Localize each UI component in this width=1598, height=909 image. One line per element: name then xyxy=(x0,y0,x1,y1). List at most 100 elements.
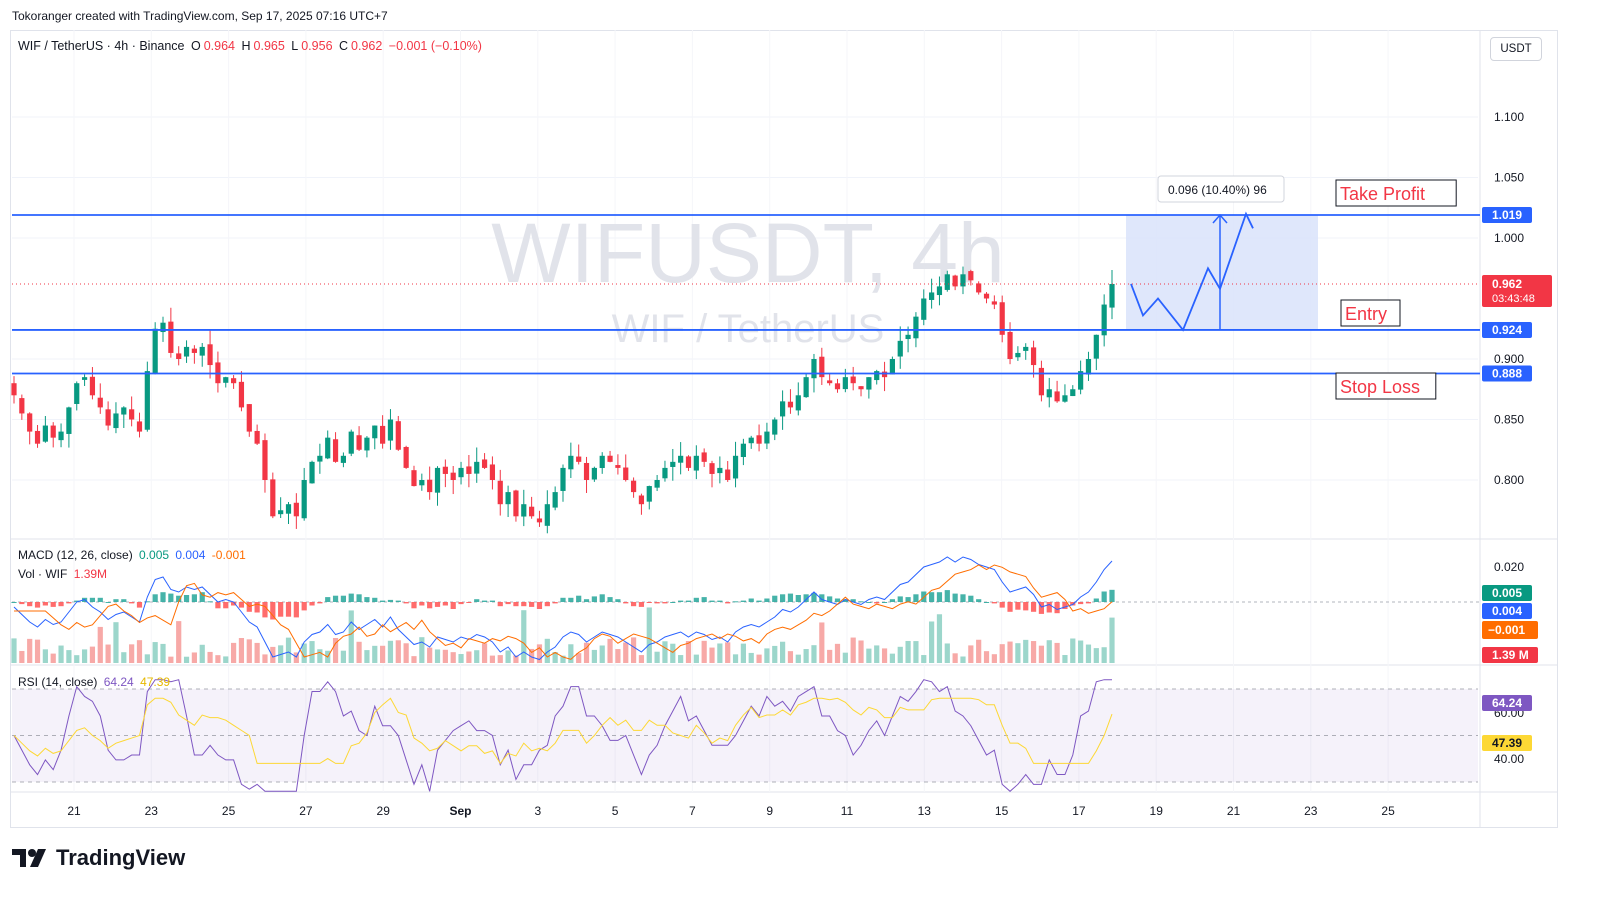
macd-hist-bar xyxy=(1062,602,1068,609)
volume-bar xyxy=(842,652,848,663)
volume-bar xyxy=(474,650,480,663)
volume-bar xyxy=(607,638,613,663)
volume-bar xyxy=(544,638,550,663)
volume-bar xyxy=(380,645,386,663)
volume-title[interactable]: Vol · WIF xyxy=(18,567,68,581)
candle-body xyxy=(231,378,237,384)
macd-hist-badge-text: 0.005 xyxy=(1492,586,1522,600)
volume-bar xyxy=(921,655,927,663)
macd-hist-bar xyxy=(427,602,433,609)
macd-hist-bar xyxy=(481,600,488,602)
candle-body xyxy=(176,353,182,359)
volume-bar xyxy=(183,656,190,663)
macd-hist-bar xyxy=(850,599,856,602)
volume-bar xyxy=(66,650,72,663)
macd-hist-bar xyxy=(348,593,354,602)
measure-label-text: 0.096 (10.40%) 96 xyxy=(1168,183,1267,197)
candle-body xyxy=(1038,367,1045,396)
macd-hist-bar xyxy=(403,602,409,604)
macd-hist-bar xyxy=(576,595,582,602)
symbol-title[interactable]: WIF / TetherUS · 4h · Binance xyxy=(18,39,185,53)
macd-hist-bar xyxy=(889,599,895,602)
candle-body xyxy=(827,380,833,384)
macd-hist-bar xyxy=(191,594,197,602)
volume-bar xyxy=(497,655,503,663)
macd-hist-bar xyxy=(568,597,574,602)
volume-bar xyxy=(505,650,511,663)
macd-hist-bar xyxy=(811,592,817,602)
candle-body xyxy=(803,377,809,398)
macd-hist-bar xyxy=(50,602,56,607)
macd-hist-bar xyxy=(442,602,448,606)
macd-hist-bar xyxy=(913,594,919,602)
volume-bar xyxy=(1078,640,1084,663)
candle-body xyxy=(709,463,715,474)
candle-body xyxy=(340,455,346,463)
candle-body xyxy=(732,455,739,479)
macd-hist-bar xyxy=(278,602,284,617)
macd-hist-bar xyxy=(1101,591,1107,602)
macd-hist-bar xyxy=(756,600,762,602)
macd-hist-bar xyxy=(662,602,668,604)
candle-body xyxy=(1070,389,1076,397)
tradingview-logo[interactable]: TradingView xyxy=(12,845,185,871)
candle-body xyxy=(591,467,597,480)
rsi-title[interactable]: RSI (14, close) xyxy=(18,675,98,689)
macd-hist-bar xyxy=(834,598,841,602)
macd-hist-bar xyxy=(670,602,676,603)
macd-hist-bar xyxy=(521,602,527,607)
volume-bar xyxy=(27,638,33,663)
candle-body xyxy=(466,466,472,474)
candle-body xyxy=(278,510,284,515)
macd-hist-bar xyxy=(262,602,268,618)
volume-bar xyxy=(176,621,182,663)
time-tick-label: 23 xyxy=(145,804,159,818)
candle-body xyxy=(1078,371,1084,390)
macd-hist-bar xyxy=(105,602,111,603)
candle-body xyxy=(701,452,707,462)
macd-hist-bar xyxy=(270,602,276,620)
macd-hist-bar xyxy=(19,602,25,605)
candle-body xyxy=(27,413,33,432)
macd-hist-bar xyxy=(552,602,558,604)
target-zone-box xyxy=(1126,215,1318,330)
candle-body xyxy=(325,437,331,459)
macd-hist-bar xyxy=(544,602,550,607)
volume-bar xyxy=(929,621,935,663)
rsi-ma-value: 47.39 xyxy=(140,675,171,689)
volume-bar xyxy=(850,637,856,663)
candle-body xyxy=(819,356,825,378)
macd-hist-bar xyxy=(858,601,864,603)
time-tick-label: 13 xyxy=(918,804,932,818)
level-price-badge-text: 0.888 xyxy=(1492,367,1522,381)
candle-body xyxy=(944,274,950,290)
macd-line-value: 0.004 xyxy=(175,548,206,562)
macd-title[interactable]: MACD (12, 26, close) xyxy=(18,548,133,562)
volume-bar xyxy=(568,644,574,663)
time-tick-label: 19 xyxy=(1150,804,1164,818)
measure-label-box xyxy=(1157,175,1285,203)
macd-hist-bar xyxy=(34,602,41,608)
volume-bar xyxy=(630,637,637,663)
level-price-badge xyxy=(1482,321,1532,338)
currency-button[interactable]: USDT xyxy=(1490,37,1542,61)
level-label-stop-loss: Stop Loss xyxy=(1340,377,1420,397)
volume-bar xyxy=(936,614,943,663)
macd-hist-bar xyxy=(364,597,370,602)
volume-bar xyxy=(662,641,668,663)
candle-body xyxy=(19,398,25,414)
candle-body xyxy=(999,302,1005,335)
macd-hist-bar xyxy=(1023,602,1029,611)
candle-body xyxy=(481,459,488,468)
candle-body xyxy=(1062,395,1068,402)
time-tick-label: 23 xyxy=(1304,804,1318,818)
volume-bar xyxy=(1093,648,1099,663)
volume-bar xyxy=(991,654,997,663)
candle-body xyxy=(199,346,205,356)
volume-bar xyxy=(215,655,221,663)
candle-body xyxy=(623,467,629,480)
candle-body xyxy=(293,502,299,517)
macd-hist-bar xyxy=(685,600,692,602)
macd-signal-line xyxy=(14,564,1113,660)
